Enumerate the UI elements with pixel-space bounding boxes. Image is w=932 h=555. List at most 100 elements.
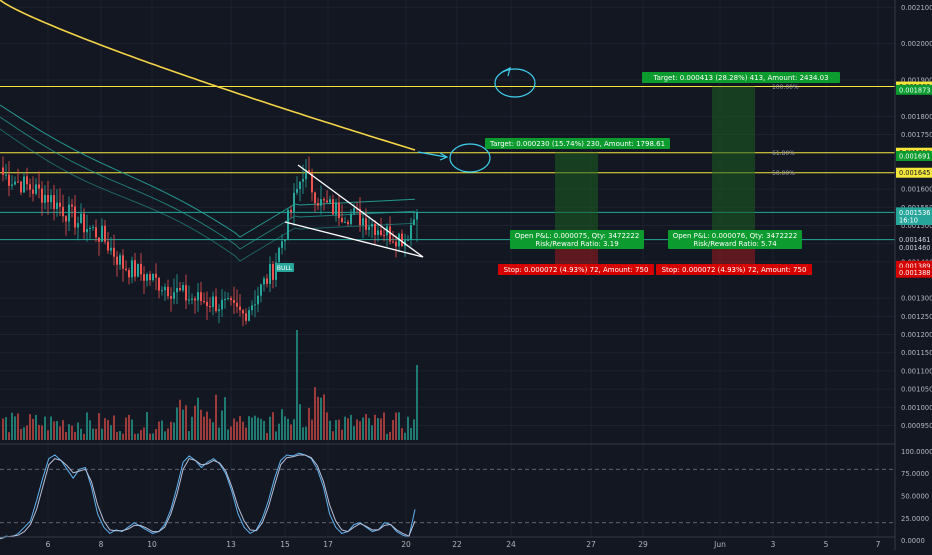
candle-body	[134, 260, 136, 277]
volume-bar	[176, 407, 178, 440]
volume-bar	[188, 431, 190, 440]
volume-bar	[410, 427, 412, 440]
candle-body	[302, 179, 304, 182]
volume-bar	[392, 419, 394, 440]
candle-body	[5, 174, 7, 176]
x-tick-label: 20	[401, 540, 411, 549]
volume-bar	[404, 432, 406, 440]
candle-body	[248, 310, 250, 321]
candle-body	[269, 263, 271, 284]
candle-body	[314, 192, 316, 204]
candle-body	[20, 181, 22, 193]
ma-short-line	[0, 104, 416, 238]
candle-body	[50, 195, 52, 203]
candle-body	[146, 274, 148, 281]
candle-body	[365, 218, 367, 230]
volume-bar	[290, 424, 292, 440]
indicator-tick-label: 25.0000	[901, 515, 929, 523]
candle-body	[341, 218, 343, 222]
y-tick-label: 0.001300	[901, 295, 932, 303]
stop-label-box	[656, 264, 812, 275]
volume-bar	[143, 427, 145, 440]
y-tick-label: 0.001250	[901, 313, 932, 321]
volume-bar	[5, 417, 7, 440]
indicator-tick-label: 0.0000	[901, 537, 925, 545]
candle-body	[11, 184, 13, 186]
x-tick-label: 29	[638, 540, 648, 549]
candle-body	[218, 309, 220, 312]
candle-body	[98, 237, 100, 242]
volume-bar	[194, 405, 196, 440]
candle-body	[362, 218, 364, 226]
volume-bar	[302, 427, 304, 440]
volume-bar	[413, 419, 415, 440]
candle-body	[359, 208, 361, 226]
x-tick-label: Jun	[713, 540, 726, 549]
volume-bar	[47, 430, 49, 440]
candle-body	[287, 209, 289, 240]
candle-body	[413, 219, 415, 226]
volume-bar	[374, 414, 376, 440]
volume-bar	[272, 412, 274, 440]
candle-body	[188, 299, 190, 301]
volume-bar	[371, 425, 373, 440]
volume-bar	[278, 423, 280, 440]
candle-body	[389, 226, 391, 242]
volume-bar	[230, 426, 232, 440]
candle-body	[122, 255, 124, 269]
volume-bar	[8, 432, 10, 440]
candle-body	[221, 299, 223, 310]
candle-body	[239, 306, 241, 311]
candle-body	[59, 202, 61, 207]
candle-body	[245, 313, 247, 321]
x-tick-label: 6	[46, 540, 51, 549]
candle-body	[62, 206, 64, 217]
price-badge-text: 16:10	[899, 217, 918, 225]
candle-body	[227, 297, 229, 300]
price-badge-text: 0.001536	[899, 209, 930, 217]
candle-body	[44, 194, 46, 203]
price-badge-text: 0.001389	[899, 262, 930, 270]
candle-body	[86, 229, 88, 233]
x-tick-label: 15	[280, 540, 290, 549]
volume-bar	[284, 416, 286, 440]
candle-body	[185, 285, 187, 301]
volume-bar	[2, 418, 4, 440]
price-badge	[896, 84, 932, 95]
price-badge	[896, 215, 932, 225]
candle-body	[200, 292, 202, 302]
volume-bar	[368, 418, 370, 440]
y-tick-label: 0.001150	[901, 349, 932, 357]
candle-body	[41, 188, 43, 203]
target-label-box	[642, 72, 840, 83]
volume-bar	[353, 426, 355, 440]
volume-bar	[341, 429, 343, 440]
candle-body	[383, 234, 385, 236]
price-badge-text: 0.001873	[899, 86, 930, 94]
volume-bar	[170, 421, 172, 440]
volume-bar	[53, 421, 55, 440]
volume-bar	[77, 422, 79, 440]
volume-bar	[233, 418, 235, 440]
volume-bar	[332, 431, 334, 440]
x-tick-label: 17	[323, 540, 333, 549]
price-badge	[896, 207, 932, 218]
volume-bar	[215, 394, 217, 440]
volume-bar	[155, 429, 157, 440]
candle-body	[65, 216, 67, 222]
volume-bar	[395, 412, 397, 440]
volume-bar	[137, 433, 139, 440]
volume-bar	[164, 431, 166, 440]
candle-body	[416, 212, 418, 220]
candle-body	[290, 209, 292, 212]
candle-body	[257, 295, 259, 305]
volume-bar	[38, 424, 40, 440]
volume-bar	[314, 387, 316, 440]
candle-body	[212, 296, 214, 308]
volume-bar	[131, 419, 133, 440]
candle-body	[179, 288, 181, 291]
volume-bar	[89, 420, 91, 440]
y-tick-label: 0.002100	[901, 4, 932, 12]
